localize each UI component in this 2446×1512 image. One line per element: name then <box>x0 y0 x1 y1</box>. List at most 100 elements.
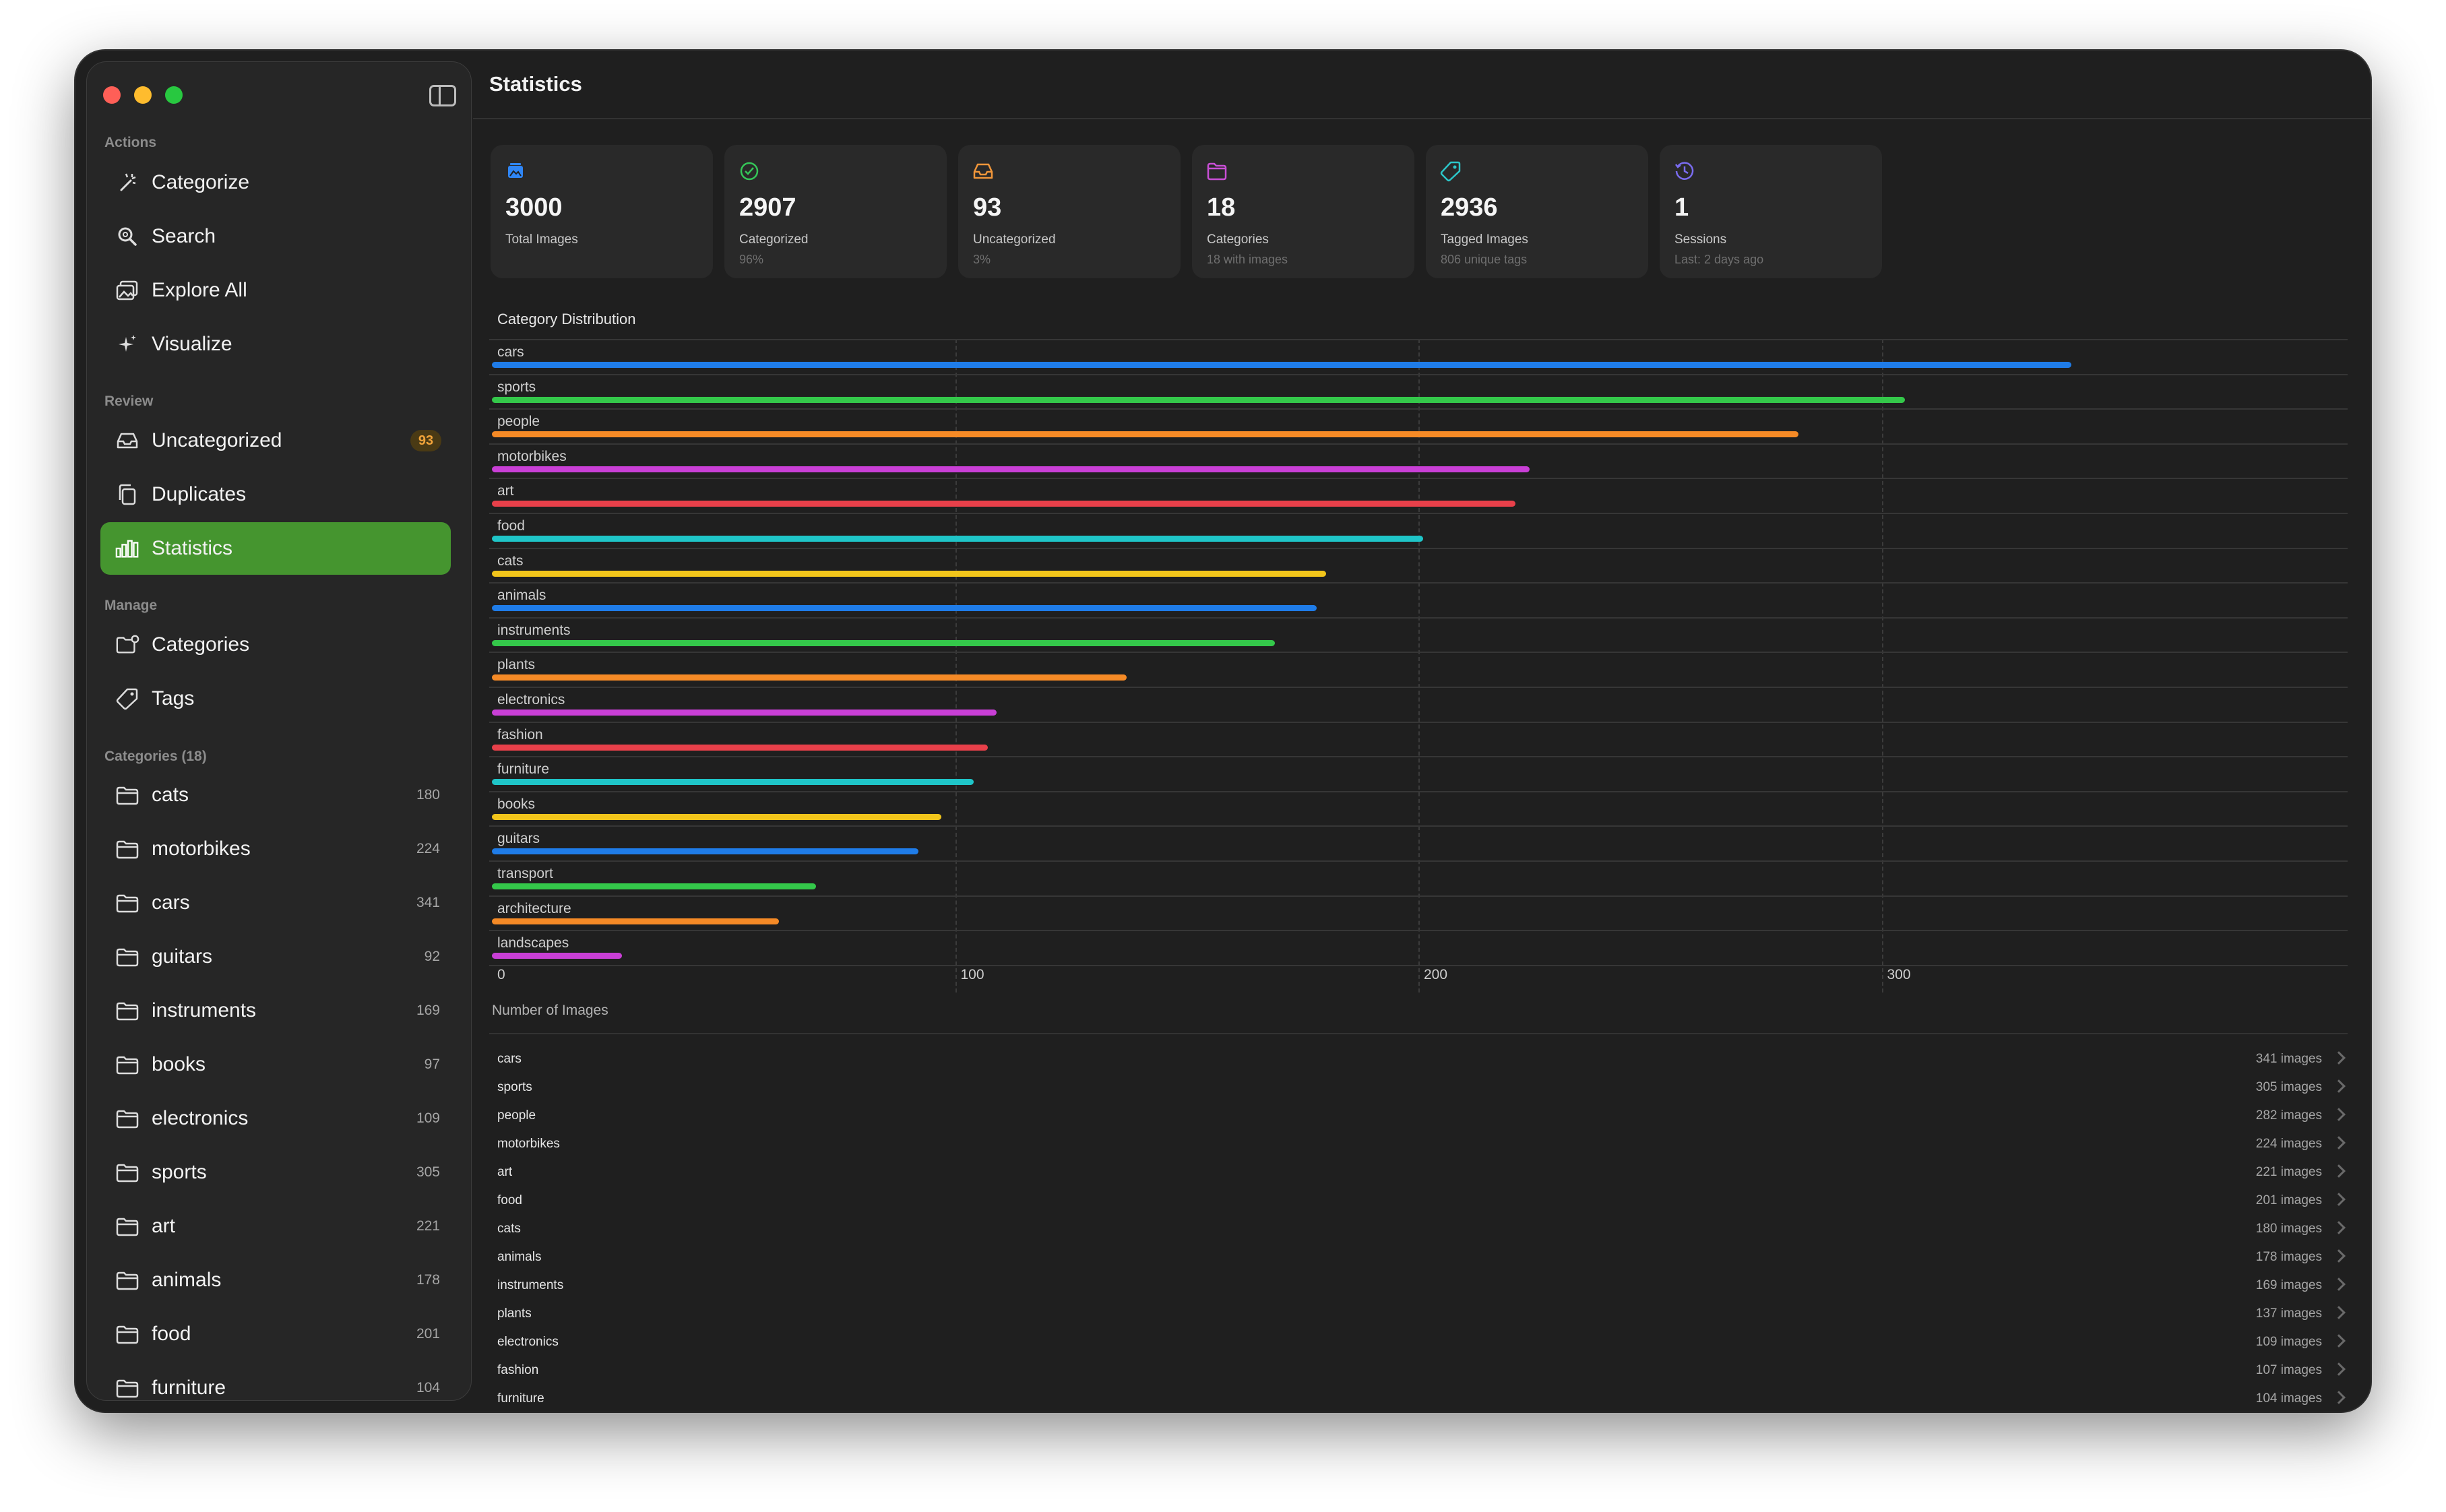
bar-animals[interactable] <box>492 605 1317 612</box>
bar-food[interactable] <box>492 536 1423 542</box>
sidebar-category-item[interactable]: sports 305 <box>100 1146 451 1199</box>
list-item-name: motorbikes <box>497 1137 560 1151</box>
tray-icon <box>973 163 993 179</box>
sidebar-category-item[interactable]: food 201 <box>100 1308 451 1360</box>
sidebar-category-item[interactable]: motorbikes 224 <box>100 823 451 875</box>
list-item[interactable]: furniture 104 images <box>497 1391 2356 1412</box>
folder-gear-icon <box>115 633 139 657</box>
list-item-count: 305 images <box>2255 1080 2322 1094</box>
stat-subtitle: 806 unique tags <box>1441 253 1528 266</box>
list-item-name: animals <box>497 1250 542 1264</box>
list-item[interactable]: food 201 images <box>497 1193 2356 1222</box>
category-label: fashion <box>497 726 543 743</box>
list-item[interactable]: fashion 107 images <box>497 1362 2356 1391</box>
sidebar-category-item[interactable]: electronics 109 <box>100 1092 451 1145</box>
folder-icon <box>1207 162 1227 181</box>
row-divider <box>489 756 2348 758</box>
list-item-name: instruments <box>497 1278 564 1292</box>
duplicate-icon <box>115 482 139 507</box>
close-window-button[interactable] <box>103 86 121 104</box>
sidebar-item-search[interactable]: Search <box>100 210 451 263</box>
bar-architecture[interactable] <box>492 918 780 924</box>
sidebar-item-label: books <box>152 1053 206 1075</box>
bar-guitars[interactable] <box>492 848 918 855</box>
stat-value: 2907 <box>739 193 796 222</box>
stat-card: 18 Categories 18 with images <box>1192 145 1414 278</box>
sidebar-item-uncategorized[interactable]: Uncategorized 93 <box>100 414 451 467</box>
sidebar-item-tags[interactable]: Tags <box>100 672 451 725</box>
list-item[interactable]: electronics 109 images <box>497 1334 2356 1363</box>
stat-value: 3000 <box>505 193 563 222</box>
sidebar-item-label: cars <box>152 891 190 914</box>
row-divider <box>489 964 2348 966</box>
row-divider <box>489 443 2348 445</box>
sidebar-toggle-icon[interactable] <box>429 85 456 106</box>
bar-sports[interactable] <box>492 396 1905 403</box>
sidebar-item-label: sports <box>152 1161 207 1183</box>
tray-icon <box>115 429 139 453</box>
list-item-count: 180 images <box>2255 1222 2322 1236</box>
bar-motorbikes[interactable] <box>492 466 1530 472</box>
bar-books[interactable] <box>492 813 941 820</box>
sidebar-category-item[interactable]: guitars 92 <box>100 931 451 983</box>
sidebar-item-categorize[interactable]: Categorize <box>100 156 451 209</box>
category-label: sports <box>497 379 536 395</box>
bar-transport[interactable] <box>492 883 817 889</box>
x-tick-label: 0 <box>497 967 505 982</box>
list-item[interactable]: instruments 169 images <box>497 1278 2356 1306</box>
sidebar-item-explore-all[interactable]: Explore All <box>100 264 451 317</box>
x-tick-label: 200 <box>1424 967 1448 982</box>
bar-cats[interactable] <box>492 570 1326 577</box>
minimize-window-button[interactable] <box>134 86 152 104</box>
row-divider <box>489 478 2348 480</box>
category-label: landscapes <box>497 935 569 951</box>
sidebar-item-duplicates[interactable]: Duplicates <box>100 468 451 521</box>
bar-cars[interactable] <box>492 362 2072 368</box>
row-divider <box>489 930 2348 932</box>
x-tick-label: 100 <box>960 967 984 982</box>
sidebar-item-statistics[interactable]: Statistics <box>100 522 451 575</box>
sidebar-item-categories[interactable]: Categories <box>100 619 451 671</box>
sidebar-category-item[interactable]: cars 341 <box>100 877 451 929</box>
chevron-right-icon <box>2332 1221 2346 1234</box>
row-divider <box>489 790 2348 792</box>
chart-icon <box>115 536 139 561</box>
bar-instruments[interactable] <box>492 639 1275 646</box>
stat-card: 2936 Tagged Images 806 unique tags <box>1426 145 1648 278</box>
category-count: 104 <box>416 1380 440 1395</box>
list-item[interactable]: cats 180 images <box>497 1221 2356 1250</box>
sidebar-category-item[interactable]: cats 180 <box>100 769 451 821</box>
zoom-window-button[interactable] <box>165 86 183 104</box>
sidebar-item-label: Uncategorized <box>152 429 282 451</box>
sidebar-category-item[interactable]: art 221 <box>100 1200 451 1253</box>
bar-fashion[interactable] <box>492 744 988 751</box>
bar-landscapes[interactable] <box>492 953 622 959</box>
list-item[interactable]: plants 137 images <box>497 1306 2356 1335</box>
category-count: 201 <box>416 1326 440 1342</box>
sidebar-item-visualize[interactable]: Visualize <box>100 318 451 371</box>
sidebar-category-item[interactable]: animals 178 <box>100 1254 451 1306</box>
list-item[interactable]: cars 341 images <box>497 1051 2356 1080</box>
sidebar-category-item[interactable]: instruments 169 <box>100 984 451 1037</box>
sidebar-category-item[interactable]: books 97 <box>100 1038 451 1091</box>
list-item[interactable]: sports 305 images <box>497 1079 2356 1108</box>
sidebar-category-item[interactable]: furniture 104 <box>100 1362 451 1400</box>
category-label: motorbikes <box>497 448 567 464</box>
bar-people[interactable] <box>492 431 1798 438</box>
list-item[interactable]: animals 178 images <box>497 1249 2356 1278</box>
list-item[interactable]: motorbikes 224 images <box>497 1136 2356 1165</box>
row-divider <box>489 408 2348 410</box>
stat-label: Categories <box>1207 232 1269 247</box>
folder-icon <box>115 1106 139 1131</box>
stat-value: 1 <box>1674 193 1689 222</box>
bar-art[interactable] <box>492 501 1516 507</box>
bar-furniture[interactable] <box>492 779 974 786</box>
bar-electronics[interactable] <box>492 710 997 716</box>
bar-plants[interactable] <box>492 674 1127 681</box>
category-count: 341 <box>416 895 440 910</box>
sidebar-item-label: furniture <box>152 1377 226 1399</box>
list-item-name: plants <box>497 1306 532 1321</box>
tag-icon <box>115 687 139 711</box>
list-item[interactable]: art 221 images <box>497 1164 2356 1193</box>
list-item[interactable]: people 282 images <box>497 1108 2356 1137</box>
